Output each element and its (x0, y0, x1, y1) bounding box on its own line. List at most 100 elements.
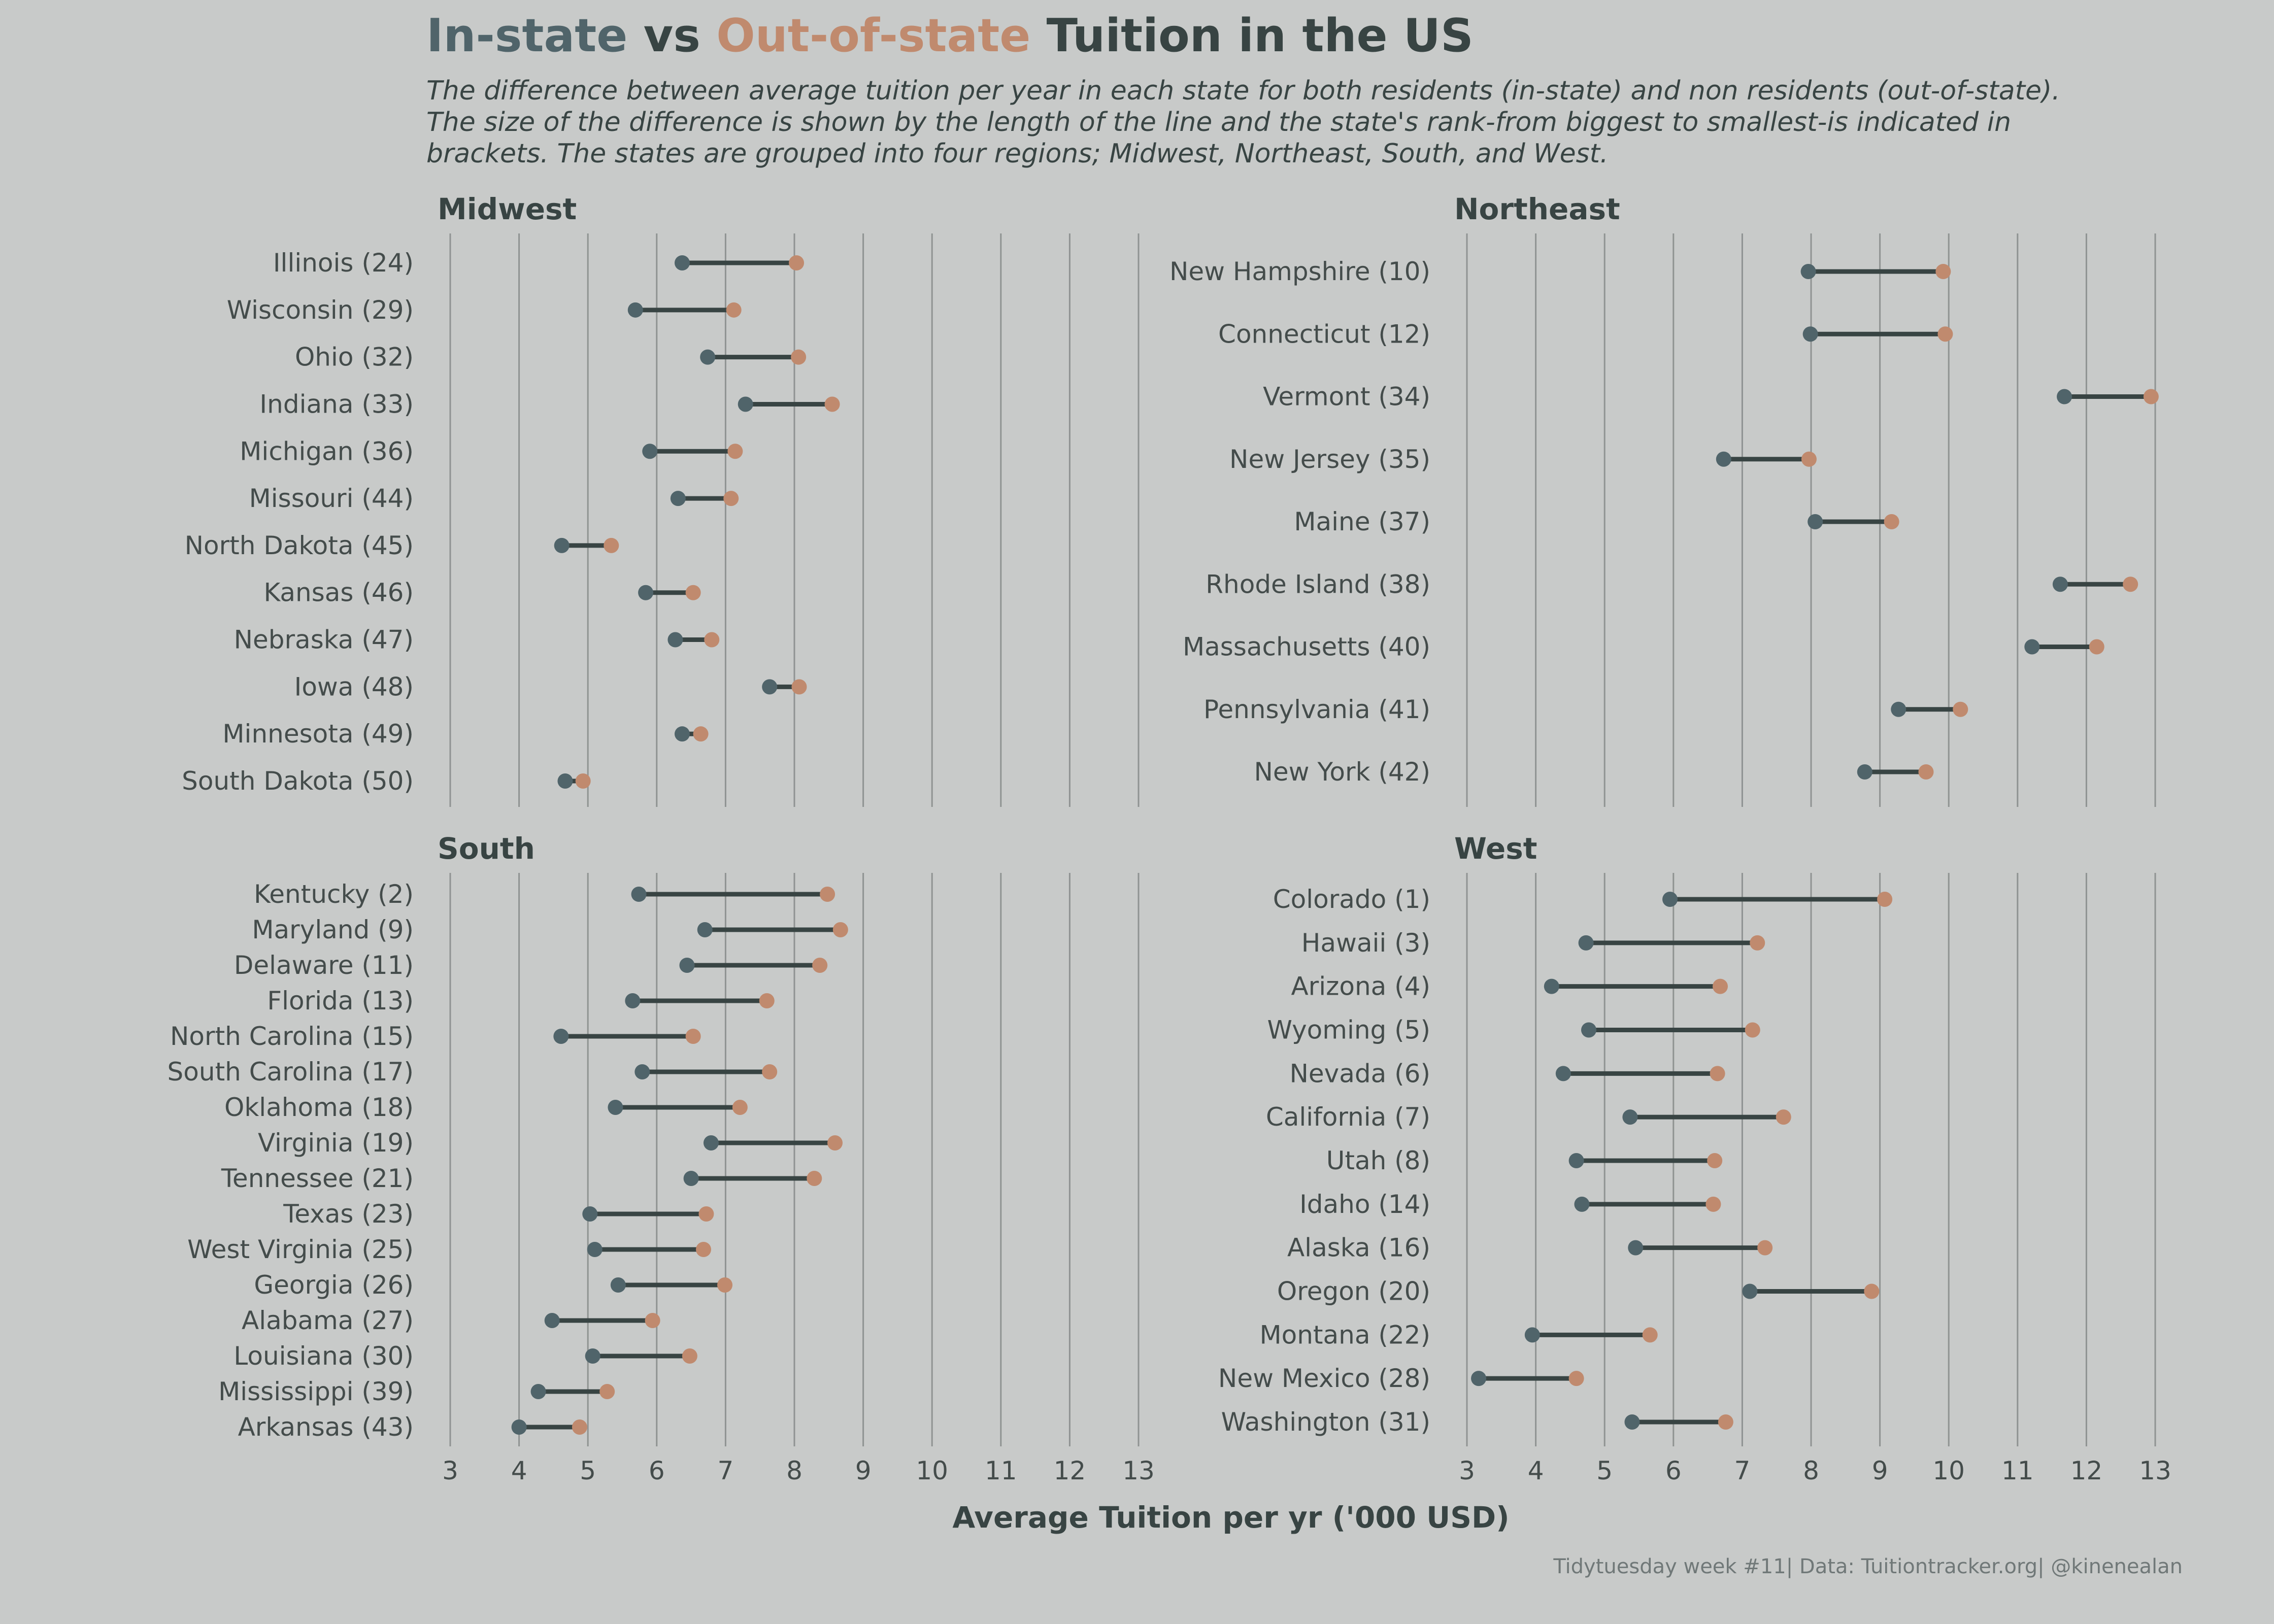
state-label: Minnesota (49) (222, 719, 414, 749)
x-tick-label-left: 7 (717, 1456, 733, 1485)
state-label: Vermont (34) (1263, 382, 1430, 412)
state-label: Indiana (33) (259, 389, 414, 419)
x-tick-label-right: 9 (1872, 1456, 1888, 1485)
out-of-state-point (1918, 764, 1934, 780)
state-label: New Hampshire (10) (1169, 257, 1430, 286)
panel-title-south: South (438, 831, 535, 866)
in-state-point (667, 632, 683, 648)
out-of-state-point (1937, 326, 1953, 342)
in-state-point (1857, 764, 1872, 780)
state-label: Montana (22) (1259, 1320, 1430, 1349)
x-tick-label-right: 13 (2139, 1456, 2171, 1485)
state-label: Tennessee (21) (221, 1164, 414, 1193)
out-of-state-point (2089, 639, 2104, 655)
x-tick-label-right: 6 (1665, 1456, 1682, 1485)
x-tick-label-left: 8 (786, 1456, 802, 1485)
in-state-point (679, 958, 695, 973)
out-of-state-point (604, 537, 619, 553)
state-label: Ohio (32) (295, 343, 414, 372)
state-label: Rhode Island (38) (1206, 569, 1430, 599)
out-of-state-point (1745, 1022, 1760, 1038)
state-label: Kansas (46) (263, 578, 414, 607)
in-state-point (625, 993, 641, 1008)
out-of-state-point (1757, 1240, 1773, 1256)
in-state-point (582, 1206, 598, 1222)
in-state-point (585, 1348, 600, 1364)
in-state-point (2052, 577, 2068, 592)
in-state-point (1802, 326, 1818, 342)
in-state-point (1800, 264, 1816, 279)
in-state-point (1716, 451, 1731, 467)
in-state-point (1628, 1240, 1644, 1256)
state-label: Virginia (19) (258, 1128, 414, 1158)
out-of-state-point (1864, 1283, 1880, 1299)
out-of-state-point (789, 255, 805, 270)
out-of-state-point (693, 726, 709, 742)
in-state-point (1544, 978, 1559, 994)
x-tick-label-right: 3 (1459, 1456, 1475, 1485)
title-in-state: In-state (426, 9, 628, 62)
in-state-point (1471, 1371, 1487, 1386)
state-label: South Dakota (50) (182, 766, 414, 796)
state-label: Massachusetts (40) (1183, 632, 1430, 662)
in-state-point (683, 1171, 699, 1186)
out-of-state-point (727, 444, 743, 459)
out-of-state-point (759, 993, 775, 1008)
state-label: Louisiana (30) (233, 1341, 414, 1371)
state-label: South Carolina (17) (168, 1057, 414, 1087)
out-of-state-point (599, 1384, 615, 1399)
in-state-point (1624, 1414, 1640, 1430)
in-state-point (553, 1029, 569, 1044)
state-label: Michigan (36) (240, 436, 414, 466)
in-state-point (610, 1277, 626, 1293)
in-state-point (697, 922, 713, 937)
in-state-point (1568, 1153, 1584, 1168)
title-rest: Tuition in the US (1030, 9, 1474, 62)
x-tick-label-right: 4 (1528, 1456, 1544, 1485)
out-of-state-point (1776, 1109, 1791, 1125)
in-state-point (762, 679, 778, 695)
x-tick-label-left: 11 (985, 1456, 1017, 1485)
in-state-point (530, 1384, 546, 1399)
out-of-state-point (685, 1029, 701, 1044)
in-state-point (700, 349, 716, 365)
x-tick-label-right: 8 (1803, 1456, 1819, 1485)
in-state-point (1578, 935, 1594, 951)
x-tick-label-right: 10 (1932, 1456, 1965, 1485)
in-state-point (634, 1064, 650, 1079)
in-state-point (638, 585, 654, 600)
in-state-point (608, 1100, 623, 1115)
state-label: Illinois (24) (273, 248, 414, 278)
state-label: Colorado (1) (1273, 885, 1430, 914)
state-label: New Jersey (35) (1229, 445, 1430, 474)
out-of-state-point (1642, 1327, 1658, 1343)
title-vs: vs (627, 9, 717, 62)
state-label: Wyoming (5) (1267, 1016, 1430, 1045)
in-state-point (557, 773, 573, 789)
out-of-state-point (791, 349, 807, 365)
out-of-state-point (696, 1242, 712, 1257)
x-tick-label-left: 3 (442, 1456, 458, 1485)
state-label: West Virginia (25) (187, 1235, 414, 1264)
in-state-point (674, 726, 690, 742)
state-label: New York (42) (1254, 757, 1431, 787)
x-tick-label-left: 4 (511, 1456, 527, 1485)
x-tick-label-left: 10 (916, 1456, 948, 1485)
out-of-state-point (827, 1135, 843, 1151)
state-label: New Mexico (28) (1218, 1364, 1430, 1393)
state-label: Nevada (6) (1290, 1059, 1431, 1088)
x-tick-label-left: 13 (1122, 1456, 1155, 1485)
in-state-point (1524, 1327, 1540, 1343)
in-state-point (544, 1313, 560, 1328)
state-label: Oregon (20) (1277, 1277, 1430, 1306)
in-state-point (1891, 701, 1907, 717)
x-tick-label-left: 12 (1054, 1456, 1086, 1485)
out-of-state-point (704, 632, 720, 648)
title-out-of-state: Out-of-state (716, 9, 1031, 62)
state-label: Florida (13) (267, 986, 414, 1016)
out-of-state-point (645, 1313, 660, 1328)
in-state-point (738, 396, 753, 412)
out-of-state-point (2123, 577, 2138, 592)
state-label: Washington (31) (1221, 1407, 1430, 1437)
